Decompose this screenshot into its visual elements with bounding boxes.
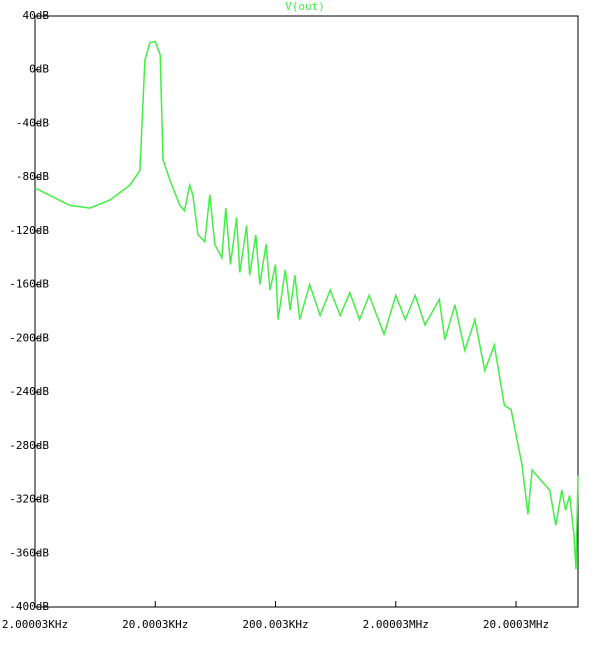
y-tick-label: -40dB bbox=[16, 116, 49, 129]
y-tick-label: -400dB bbox=[9, 600, 49, 613]
plot-frame bbox=[34, 15, 579, 608]
y-tick-label: -80dB bbox=[16, 170, 49, 183]
y-tick-label: -280dB bbox=[9, 439, 49, 452]
x-tick-label: 2.00003MHz bbox=[363, 618, 429, 631]
y-tick-label: -360dB bbox=[9, 546, 49, 559]
x-tick-label: 2.00003KHz bbox=[2, 618, 68, 631]
y-tick-label: 0dB bbox=[29, 63, 49, 76]
x-tick-label: 20.0003KHz bbox=[122, 618, 188, 631]
y-tick-label: -120dB bbox=[9, 224, 49, 237]
y-tick-label: -200dB bbox=[9, 331, 49, 344]
y-tick-label: 40dB bbox=[23, 9, 50, 22]
line-series bbox=[34, 40, 579, 570]
y-tick-label: -240dB bbox=[9, 385, 49, 398]
x-tick-label: 20.0003MHz bbox=[483, 618, 549, 631]
chart-title: V(out) bbox=[285, 0, 325, 13]
y-tick-label: -320dB bbox=[9, 493, 49, 506]
x-tick-label: 200.003KHz bbox=[242, 618, 308, 631]
y-tick-label: -160dB bbox=[9, 278, 49, 291]
